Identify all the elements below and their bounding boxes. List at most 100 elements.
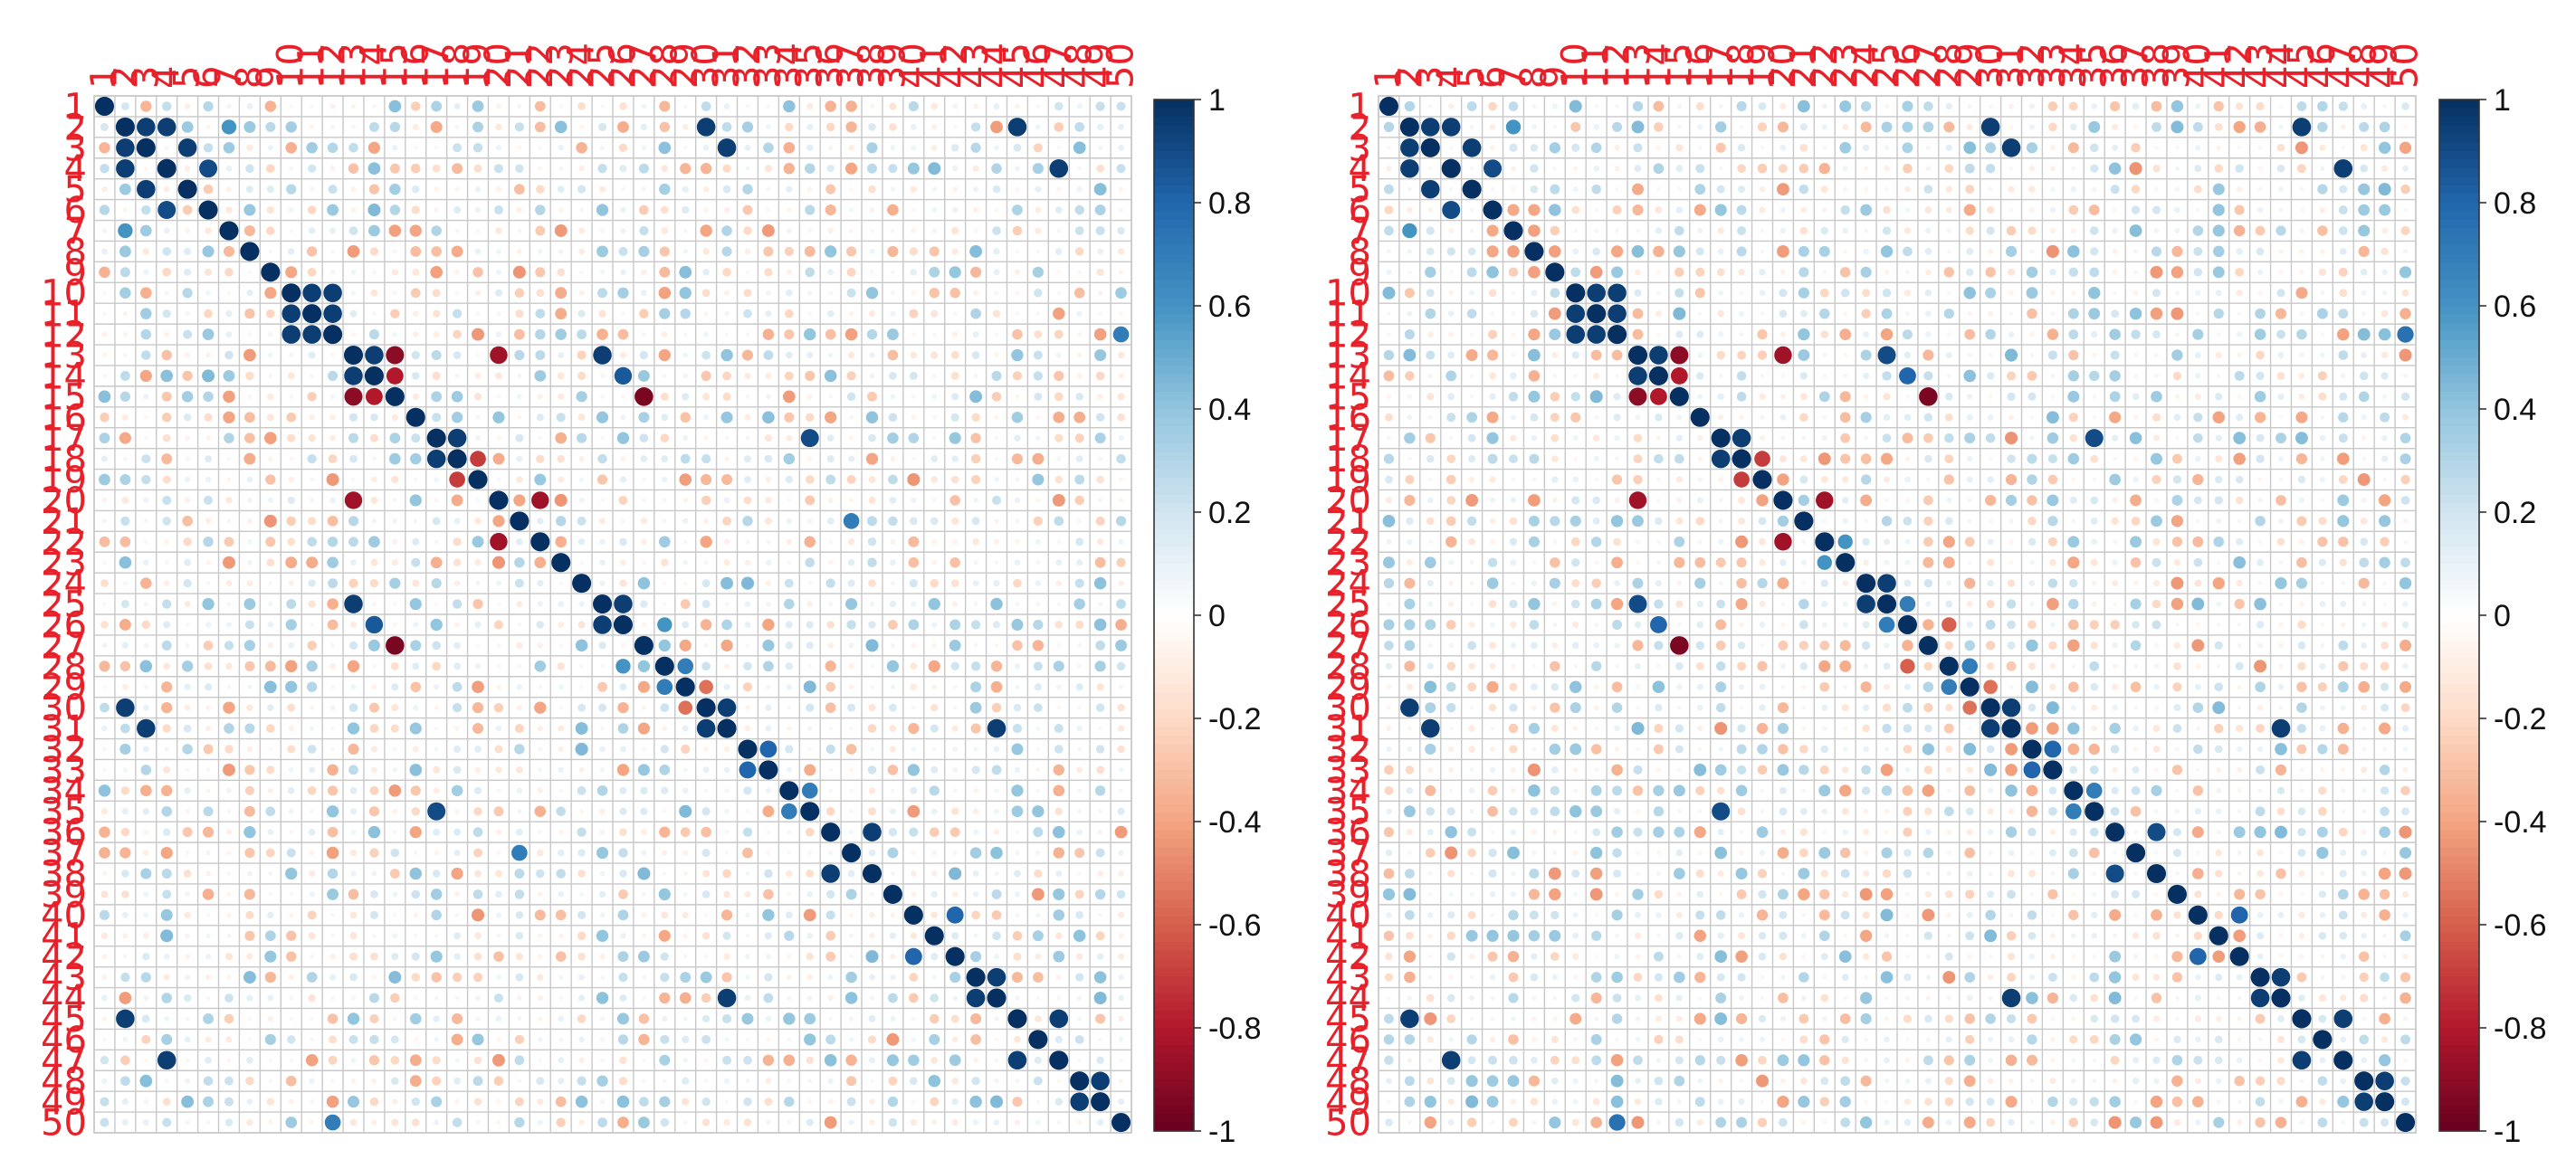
- corr-circle-26-43: [970, 620, 981, 630]
- corr-circle-9-49: [1096, 268, 1104, 276]
- corr-circle-1-31: [2008, 103, 2015, 109]
- corr-circle-28-27: [637, 660, 651, 672]
- corr-circle-22-6: [203, 537, 214, 547]
- corr-circle-28-22: [1818, 660, 1831, 672]
- corr-circle-6-32: [742, 204, 753, 215]
- corr-circle-49-11: [310, 1099, 315, 1105]
- corr-circle-15-44: [991, 392, 1002, 402]
- corr-circle-33-42: [952, 767, 959, 773]
- corr-circle-23-3: [143, 559, 149, 565]
- corr-circle-3-42: [2237, 145, 2242, 150]
- corr-circle-48-10: [285, 1075, 297, 1087]
- corr-circle-5-29: [1965, 185, 1975, 195]
- corr-circle-37-28: [662, 850, 668, 856]
- corr-circle-49-3: [143, 1098, 149, 1105]
- corr-circle-37-33: [766, 851, 771, 856]
- corr-circle-8-45: [2299, 249, 2304, 254]
- corr-circle-20-13: [1628, 491, 1647, 509]
- corr-circle-46-6: [205, 1036, 212, 1043]
- corr-circle-6-47: [1054, 206, 1063, 214]
- corr-circle-44-11: [308, 993, 316, 1003]
- corr-circle-32-48: [1077, 746, 1083, 752]
- corr-circle-33-3: [1427, 767, 1434, 773]
- corr-circle-17-43: [2256, 433, 2265, 442]
- corr-circle-32-38: [869, 746, 875, 752]
- corr-circle-19-10: [1572, 476, 1579, 483]
- corr-circle-30-44: [991, 702, 1002, 713]
- corr-circle-41-35: [2091, 932, 2098, 939]
- corr-circle-14-46: [2317, 371, 2327, 381]
- corr-circle-37-47: [1053, 847, 1065, 859]
- corr-circle-45-9: [267, 1015, 273, 1022]
- corr-circle-26-15: [1676, 623, 1682, 627]
- row-labels: 1234567891011121314151617181920212223242…: [41, 86, 87, 1144]
- corr-circle-48-38: [870, 1079, 874, 1084]
- corr-circle-21-38: [867, 516, 877, 527]
- corr-circle-20-46: [2320, 498, 2325, 503]
- corr-circle-19-3: [141, 474, 151, 485]
- corr-circle-11-48: [2361, 311, 2367, 317]
- colorbar-segment: [1154, 331, 1194, 341]
- corr-circle-8-8: [240, 242, 260, 261]
- column-label: 21: [499, 43, 540, 89]
- corr-circle-8-5: [1467, 247, 1476, 256]
- corr-circle-24-17: [431, 578, 442, 589]
- corr-circle-32-7: [224, 745, 234, 754]
- corr-circle-37-7: [226, 850, 232, 856]
- corr-circle-36-3: [1426, 829, 1434, 836]
- corr-circle-39-18: [1736, 889, 1747, 899]
- corr-circle-2-46: [1035, 124, 1041, 130]
- corr-circle-43-26: [618, 972, 628, 983]
- corr-circle-7-20: [1779, 227, 1787, 234]
- corr-circle-20-10: [1571, 496, 1580, 505]
- corr-circle-7-21: [1799, 226, 1808, 235]
- corr-circle-24-28: [662, 581, 667, 586]
- corr-circle-38-5: [1469, 871, 1474, 876]
- corr-circle-44-20: [493, 993, 503, 1003]
- corr-circle-34-4: [161, 784, 173, 797]
- corr-circle-30-30: [696, 698, 716, 718]
- corr-circle-41-26: [1905, 933, 1910, 938]
- corr-circle-46-40: [911, 1037, 917, 1042]
- corr-circle-20-46: [1035, 498, 1041, 503]
- corr-circle-17-25: [600, 435, 605, 441]
- corr-circle-24-12: [1614, 580, 1620, 587]
- corr-circle-38-40: [911, 870, 917, 877]
- corr-circle-34-38: [2151, 784, 2162, 796]
- corr-circle-47-23: [558, 1057, 565, 1064]
- corr-circle-33-10: [288, 767, 294, 773]
- corr-circle-33-49: [1096, 765, 1105, 775]
- corr-circle-4-11: [308, 164, 317, 173]
- corr-circle-24-49: [2382, 581, 2388, 586]
- corr-circle-48-44: [994, 1078, 999, 1084]
- corr-circle-18-39: [2171, 453, 2182, 464]
- corr-circle-8-7: [223, 245, 235, 257]
- corr-circle-12-18: [1739, 332, 1744, 337]
- corr-circle-12-38: [2152, 330, 2161, 339]
- corr-circle-14-41: [931, 374, 937, 378]
- corr-circle-38-23: [556, 869, 566, 879]
- corr-circle-43-48: [1075, 973, 1084, 982]
- colorbar-segment: [1154, 520, 1194, 530]
- corr-circle-16-24: [577, 413, 586, 422]
- corr-circle-17-21: [515, 433, 524, 442]
- corr-circle-47-43: [973, 1057, 978, 1063]
- colorbar-segment: [1154, 503, 1194, 513]
- corr-circle-40-9: [267, 911, 274, 919]
- corr-circle-10-6: [205, 290, 211, 296]
- corr-circle-1-26: [1902, 100, 1913, 112]
- corr-circle-27-28: [658, 639, 671, 652]
- corr-circle-14-29: [682, 373, 689, 379]
- corr-circle-35-28: [662, 809, 667, 814]
- corr-circle-2-23: [1842, 123, 1849, 130]
- corr-circle-20-50: [2400, 496, 2410, 505]
- corr-circle-41-39: [2174, 933, 2180, 938]
- corr-circle-42-4: [163, 953, 170, 960]
- corr-circle-12-21: [1798, 328, 1810, 341]
- corr-circle-17-19: [475, 435, 481, 442]
- corr-circle-36-40: [909, 827, 919, 837]
- colorbar-segment: [1154, 658, 1194, 668]
- corr-circle-23-19: [474, 559, 482, 566]
- corr-circle-18-47: [2336, 452, 2350, 465]
- corr-circle-31-32: [744, 725, 751, 732]
